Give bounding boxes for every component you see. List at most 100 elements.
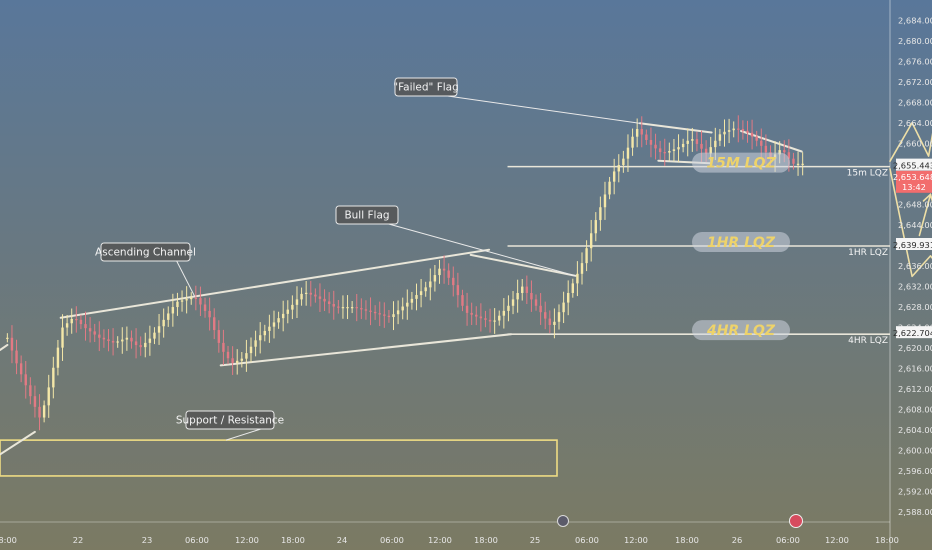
candle-body <box>511 299 515 306</box>
candle-body <box>79 319 83 325</box>
candle-body <box>686 140 689 144</box>
candle-body <box>700 143 703 149</box>
candle-body <box>369 310 372 312</box>
candle-body <box>194 297 198 300</box>
candle-body <box>392 314 395 318</box>
candle-body <box>383 314 386 316</box>
candle-body <box>42 405 46 418</box>
candle-body <box>764 145 768 153</box>
time-axis-tick: 18:00 <box>281 535 305 545</box>
candle-body <box>438 268 441 276</box>
candle-body <box>580 263 584 274</box>
candle-body <box>139 345 142 348</box>
candle-body <box>567 292 570 303</box>
candle-body <box>318 296 322 299</box>
candle-body <box>47 387 50 406</box>
candle-body <box>755 136 758 141</box>
candle-body <box>691 139 694 141</box>
price-axis-tick: 2,604.000 <box>898 425 932 435</box>
candle-body <box>272 322 276 327</box>
candle-body <box>750 132 754 137</box>
candle-body <box>203 304 207 311</box>
candle-body <box>544 312 547 319</box>
up-path <box>889 122 932 162</box>
annotation-text: Ascending Channel <box>95 247 196 259</box>
candle-body <box>332 303 335 307</box>
candle-body <box>622 158 625 166</box>
price-axis-tick: 2,660.000 <box>898 138 932 148</box>
candle-body <box>654 144 657 149</box>
candle-body <box>378 313 381 315</box>
candle-body <box>649 140 653 145</box>
price-axis-tick: 2,644.000 <box>898 220 932 230</box>
candle-body <box>84 324 87 329</box>
candle-body <box>268 326 271 331</box>
candle-body <box>364 309 368 311</box>
candle-body <box>704 148 708 154</box>
candle-body <box>111 340 115 343</box>
candle-body <box>668 150 671 153</box>
candle-body <box>245 353 248 359</box>
candle-body <box>341 307 345 309</box>
candle-body <box>557 312 561 322</box>
candle-body <box>213 317 216 331</box>
price-axis-tick: 2,680.000 <box>898 36 932 46</box>
current-price-tag <box>896 170 932 193</box>
price-axis-tick: 2,596.000 <box>898 466 932 476</box>
price-axis-tick: 2,648.000 <box>898 200 932 210</box>
time-axis-tick: 12:00 <box>624 535 648 545</box>
candle-body <box>585 248 588 264</box>
price-axis-tick: 2,668.000 <box>898 97 932 107</box>
candle-body <box>190 297 193 300</box>
candle-body <box>15 350 18 364</box>
candle-body <box>10 337 14 351</box>
timeline-marker-icon <box>557 515 569 527</box>
candle-body <box>792 158 795 164</box>
candle-body <box>300 293 303 300</box>
candle-body <box>521 286 524 293</box>
price-axis-tick: 2,592.000 <box>898 486 932 496</box>
annotation-pointer <box>176 260 196 298</box>
candle-body <box>144 342 147 348</box>
lqz-axis-text: 4HR LQZ <box>848 336 888 346</box>
candle-body <box>249 346 253 354</box>
ascending-channel-bottom <box>219 333 513 367</box>
time-axis-tick: 06:00 <box>185 535 209 545</box>
candle-body <box>295 299 299 305</box>
candle-body <box>727 130 731 132</box>
candle-body <box>314 294 317 297</box>
time-axis-tick: 06:00 <box>776 535 800 545</box>
candle-body <box>102 337 106 340</box>
lqz-label: 4HR LQZ <box>692 320 790 341</box>
candle-body <box>130 337 133 342</box>
candle-body <box>465 305 469 313</box>
candle-body <box>254 340 257 347</box>
price-axis-tick: 2,612.000 <box>898 384 932 394</box>
candle-body <box>337 306 340 308</box>
candle-body <box>599 207 602 221</box>
candles <box>6 115 804 431</box>
candle-body <box>760 140 763 146</box>
lqz-label-text: 15M LQZ <box>706 156 776 172</box>
candle-body <box>787 152 791 159</box>
candle-body <box>134 341 138 346</box>
candle-body <box>75 319 78 321</box>
candle-body <box>185 299 188 301</box>
candle-body <box>33 396 37 407</box>
lqz-label-bg <box>692 152 790 173</box>
current-price-text: 2,653.648 <box>893 172 932 182</box>
candle-body <box>38 406 41 418</box>
candle-body <box>737 128 740 130</box>
annotation-pointer <box>388 223 576 277</box>
candle-body <box>88 328 92 332</box>
lqz-label-text: 4HR LQZ <box>706 323 776 339</box>
time-axis-tick: 22 <box>73 535 84 545</box>
candle-body <box>327 301 331 304</box>
time-axis-tick: 23 <box>142 535 153 545</box>
candle-body <box>695 139 699 144</box>
price-axis-tick: 2,684.000 <box>898 15 932 25</box>
candle-body <box>406 302 409 307</box>
candle-body <box>148 338 152 343</box>
candle-body <box>714 140 717 148</box>
support-resistance-zone <box>0 439 558 477</box>
